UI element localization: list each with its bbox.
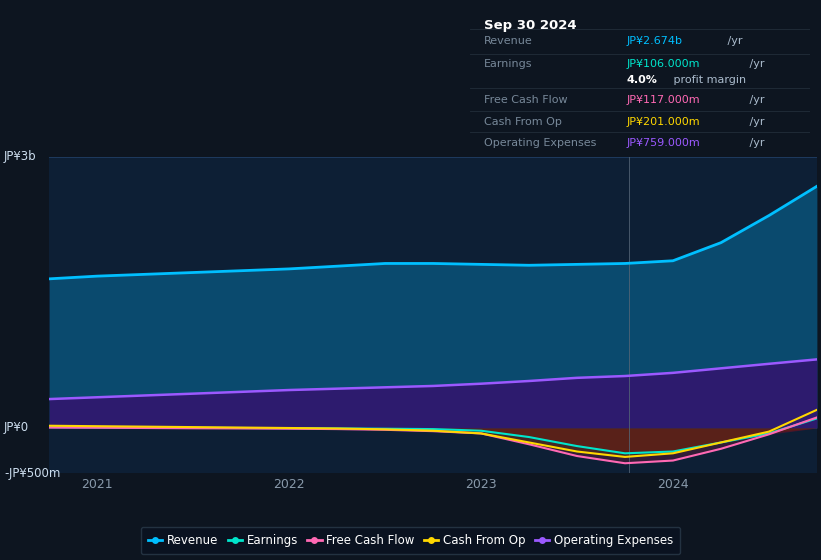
Text: /yr: /yr: [745, 59, 764, 69]
Text: /yr: /yr: [745, 95, 764, 105]
Text: /yr: /yr: [745, 138, 764, 148]
Text: 4.0%: 4.0%: [626, 74, 658, 85]
Text: JP¥201.000m: JP¥201.000m: [626, 116, 700, 127]
Text: JP¥117.000m: JP¥117.000m: [626, 95, 700, 105]
Text: Operating Expenses: Operating Expenses: [484, 138, 596, 148]
Text: JP¥106.000m: JP¥106.000m: [626, 59, 700, 69]
Text: Cash From Op: Cash From Op: [484, 116, 562, 127]
Text: /yr: /yr: [745, 116, 764, 127]
Text: Earnings: Earnings: [484, 59, 533, 69]
Text: JP¥759.000m: JP¥759.000m: [626, 138, 700, 148]
Text: Revenue: Revenue: [484, 36, 533, 46]
Text: JP¥3b: JP¥3b: [4, 150, 37, 164]
Text: JP¥0: JP¥0: [4, 422, 30, 435]
Text: /yr: /yr: [724, 36, 742, 46]
Text: profit margin: profit margin: [670, 74, 746, 85]
Text: JP¥2.674b: JP¥2.674b: [626, 36, 682, 46]
Legend: Revenue, Earnings, Free Cash Flow, Cash From Op, Operating Expenses: Revenue, Earnings, Free Cash Flow, Cash …: [141, 527, 680, 554]
Text: -JP¥500m: -JP¥500m: [4, 466, 61, 480]
Text: Sep 30 2024: Sep 30 2024: [484, 19, 576, 32]
Text: Free Cash Flow: Free Cash Flow: [484, 95, 567, 105]
